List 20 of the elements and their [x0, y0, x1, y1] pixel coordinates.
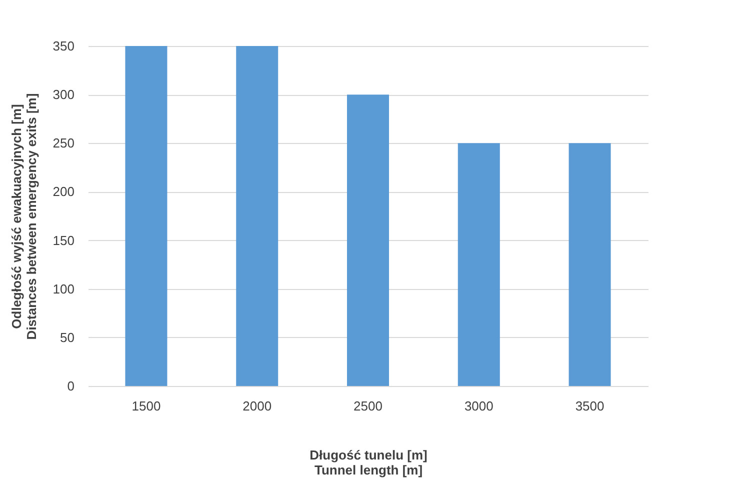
y-tick-label: 100: [52, 281, 74, 296]
y-tick-label: 50: [60, 330, 74, 345]
y-axis-title: Odległość wyjść ewakuacyjnych [m] Distances between emergency exits [m]: [8, 93, 39, 340]
bar: [347, 94, 389, 386]
bar: [458, 143, 500, 386]
y-tick-label: 150: [52, 232, 74, 248]
x-tick-label: 3000: [464, 398, 494, 414]
x-tick-label: 1500: [132, 398, 161, 414]
y-tick-label: 300: [52, 87, 74, 102]
bar: [568, 143, 611, 386]
y-tick-label: 0: [67, 378, 74, 394]
x-axis-title: Długość tunelu [m] Tunnel length [m]: [310, 448, 428, 478]
y-tick-label: 350: [52, 38, 74, 54]
y-tick-label: 200: [52, 184, 74, 200]
x-tick-label: 3500: [575, 398, 604, 414]
x-tick-label: 2500: [354, 398, 382, 414]
bar: [125, 46, 168, 386]
y-tick-label: 250: [52, 136, 74, 151]
bar: [236, 46, 278, 386]
x-tick-label: 2000: [242, 398, 272, 414]
